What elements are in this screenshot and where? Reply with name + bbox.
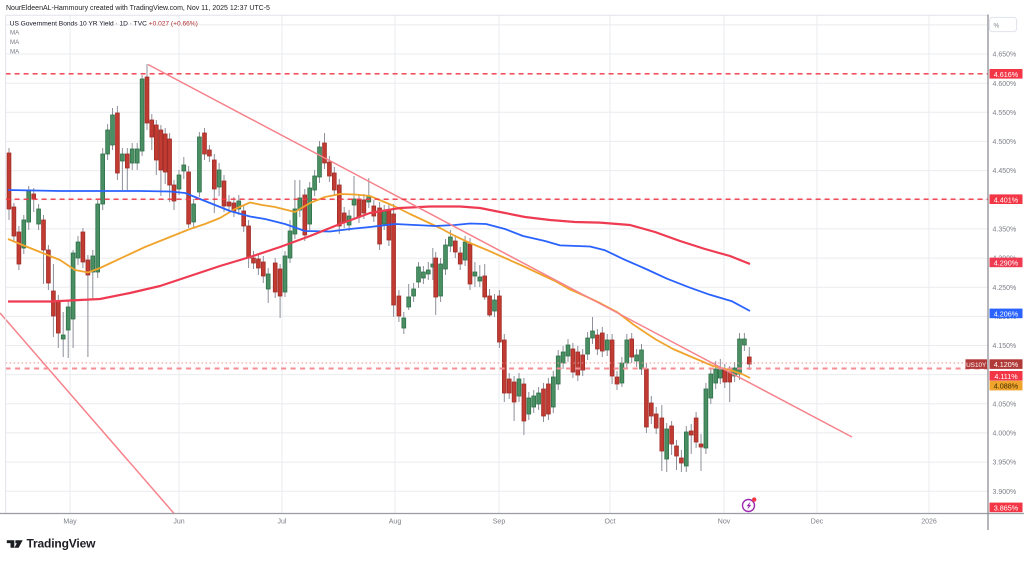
svg-text:3.865%: 3.865% (994, 504, 1019, 513)
svg-text:US Government Bonds 10 YR Yiel: US Government Bonds 10 YR Yield · 1D · T… (10, 20, 198, 27)
svg-text:4.450%: 4.450% (993, 168, 1017, 175)
svg-text:NourEldeenAL-Hammoury created: NourEldeenAL-Hammoury created with Tradi… (6, 5, 270, 12)
svg-text:MA: MA (10, 48, 20, 55)
svg-text:4.401%: 4.401% (994, 195, 1019, 204)
svg-text:Jul: Jul (278, 519, 287, 526)
svg-text:4.250%: 4.250% (993, 285, 1017, 292)
svg-text:4.616%: 4.616% (994, 70, 1019, 79)
svg-text:4.088%: 4.088% (994, 382, 1019, 391)
svg-text:3.950%: 3.950% (993, 460, 1017, 467)
svg-text:4.500%: 4.500% (993, 139, 1017, 146)
svg-text:2026: 2026 (921, 519, 937, 526)
svg-text:TradingView: TradingView (27, 537, 97, 551)
svg-text:Sep: Sep (493, 519, 506, 526)
svg-text:3.900%: 3.900% (993, 489, 1017, 496)
svg-text:Dec: Dec (811, 519, 824, 526)
svg-text:May: May (63, 519, 77, 526)
svg-text:4.550%: 4.550% (993, 110, 1017, 117)
svg-text:4.350%: 4.350% (993, 227, 1017, 234)
svg-text:4.111%: 4.111% (994, 372, 1018, 381)
svg-text:US10Y: US10Y (966, 362, 987, 369)
svg-text:4.120%: 4.120% (994, 360, 1019, 369)
svg-text:Nov: Nov (718, 519, 731, 526)
svg-text:Aug: Aug (389, 519, 402, 526)
svg-text:MA: MA (10, 30, 20, 37)
svg-text:4.050%: 4.050% (993, 401, 1017, 408)
svg-text:Jun: Jun (173, 519, 184, 526)
svg-text:4.600%: 4.600% (993, 81, 1017, 88)
svg-text:4.000%: 4.000% (993, 431, 1017, 438)
svg-text:4.206%: 4.206% (994, 310, 1019, 319)
svg-text:%: % (994, 22, 1000, 29)
svg-text:4.150%: 4.150% (993, 343, 1017, 350)
svg-text:4.650%: 4.650% (993, 52, 1017, 59)
svg-text:4.290%: 4.290% (994, 259, 1019, 268)
svg-text:MA: MA (10, 39, 20, 46)
svg-text:Oct: Oct (605, 519, 616, 526)
